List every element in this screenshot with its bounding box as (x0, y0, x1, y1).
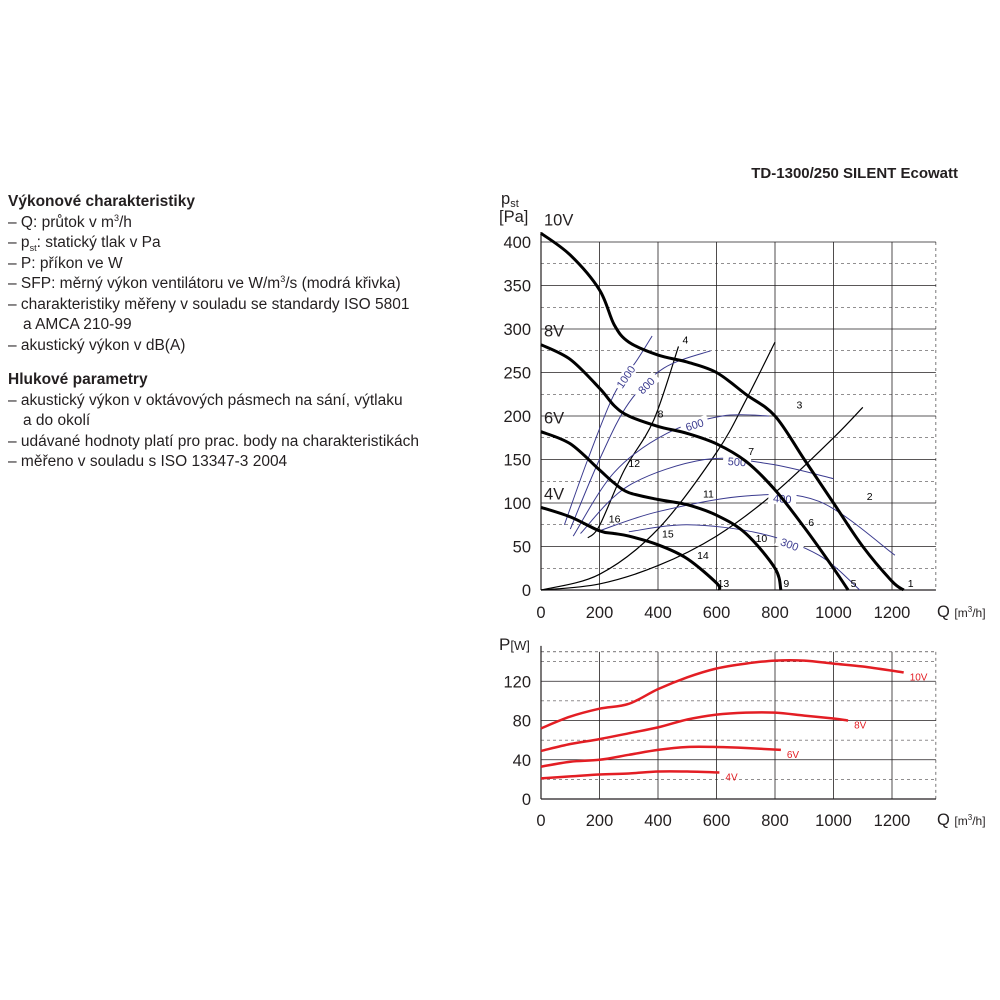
standards-line: – charakteristiky měřeny v souladu se st… (8, 295, 410, 313)
sfp-curve-label: 600 (684, 417, 705, 434)
sfp-curve (569, 350, 711, 530)
power-curve-label: 8V (854, 721, 867, 732)
y-tick-label: 200 (503, 408, 531, 426)
x-tick-label: 400 (644, 812, 672, 830)
fan-curve-10v (540, 232, 905, 592)
x-tick-label: 1200 (874, 812, 911, 830)
x-tick-label: 0 (536, 604, 545, 622)
chart-title: TD-1300/250 SILENT Ecowatt (751, 165, 958, 182)
sfp-label-bg (632, 371, 661, 400)
fan-curve-label: 4V (544, 485, 564, 503)
operating-point-label: 8 (658, 408, 664, 420)
operating-point-label: 4 (682, 334, 688, 346)
power-curve-label: 10V (910, 672, 928, 683)
fan-curve-label: 6V (544, 410, 564, 428)
y-tick-label: 0 (522, 791, 531, 809)
operating-point-label: 1 (908, 578, 914, 590)
fan-curve-label: 8V (544, 323, 564, 341)
x-tick-label: 400 (644, 604, 672, 622)
y-tick-label: 150 (503, 452, 531, 470)
operating-point-label: 11 (703, 488, 714, 500)
noise-line-1: – akustický výkon v oktávových pásmech n… (8, 391, 403, 409)
system-curve (540, 406, 864, 591)
y-tick-label: 100 (503, 495, 531, 513)
power-curve-10v (540, 659, 904, 730)
sfp-label-bg (774, 533, 805, 555)
standards-line-cont: a AMCA 210-99 (23, 316, 132, 333)
noise-line-2: – udávané hodnoty platí pro prac. body n… (8, 432, 420, 450)
x-tick-label: 0 (536, 812, 545, 830)
operating-point-label: 6 (808, 517, 814, 529)
operating-point-label: 10 (756, 533, 768, 545)
sfp-label-bg (612, 361, 639, 392)
x-axis-label: Q [m3/h] (937, 603, 986, 621)
x-tick-label: 1000 (815, 812, 852, 830)
operating-point-label: 13 (718, 578, 730, 590)
y-tick-label: 250 (503, 365, 531, 383)
noise-line-1-cont: a do okolí (23, 412, 91, 429)
operating-point-label: 14 (697, 550, 709, 562)
sfp-curve (599, 493, 896, 556)
sfp-definition: – SFP: měrný výkon ventilátoru ve W/m3/s… (8, 273, 401, 292)
sfp-label-bg (679, 414, 710, 435)
noise-heading: Hlukové parametry (8, 371, 148, 388)
operating-point-label: 9 (783, 578, 789, 590)
sfp-curve (580, 457, 834, 534)
x-axis-label: Q [m3/h] (937, 811, 986, 829)
power-curve-4v (540, 770, 720, 780)
x-tick-label: 800 (761, 812, 789, 830)
operating-point-label: 5 (851, 578, 857, 590)
operating-point-label: 7 (748, 446, 754, 458)
y-tick-label: 50 (513, 539, 531, 557)
y-tick-label: 400 (503, 234, 531, 252)
operating-point-label: 2 (867, 491, 873, 503)
description-panel: Výkonové charakteristiky – Q: průtok v m… (8, 192, 478, 473)
power-curve-label: 6V (787, 750, 800, 761)
power-curve-label: 4V (725, 773, 738, 784)
system-curve (540, 341, 776, 591)
fan-curve-4v (540, 505, 722, 591)
sfp-curve-label: 300 (779, 536, 800, 554)
system-curve (587, 346, 680, 539)
x-tick-label: 1200 (874, 604, 911, 622)
performance-heading: Výkonové charakteristiky (8, 193, 195, 210)
sfp-curve (563, 335, 653, 525)
pressure-chart: 0 50 100 150 200 250 300 350 400 0 200 400 600 800 100… (499, 190, 986, 622)
x-tick-label: 200 (586, 604, 614, 622)
acoustic-definition: – akustický výkon v dB(A) (8, 336, 186, 354)
sfp-curve (572, 414, 770, 537)
noise-line-3: – měřeno v souladu s ISO 13347-3 2004 (8, 453, 288, 470)
power-curve-8v (540, 711, 849, 753)
y-axis-label: pst (501, 190, 519, 210)
fan-curve-label: 10V (544, 211, 573, 229)
x-tick-label: 1000 (815, 604, 852, 622)
y-tick-label: 40 (513, 752, 531, 770)
flow-definition: – Q: průtok v m3/h (8, 212, 132, 231)
fan-curve-8v (540, 343, 850, 591)
y-tick-label: 0 (522, 582, 531, 600)
fan-curve-6v (540, 430, 783, 591)
x-tick-label: 600 (703, 604, 731, 622)
y-axis-label: P[W] (499, 635, 530, 654)
power-curve-6v (540, 745, 781, 768)
y-tick-label: 120 (503, 673, 531, 691)
operating-point-label: 15 (662, 528, 674, 540)
x-tick-label: 600 (703, 812, 731, 830)
y-tick-label: 80 (513, 713, 531, 731)
operating-point-label: 12 (628, 458, 640, 470)
y-tick-label: 300 (503, 321, 531, 339)
x-tick-label: 800 (761, 604, 789, 622)
pressure-definition: – pst: statický tlak v Pa (8, 234, 161, 254)
power-definition: – P: příkon ve W (8, 254, 123, 272)
operating-point-label: 16 (609, 514, 621, 526)
y-tick-label: 350 (503, 278, 531, 296)
operating-point-label: 3 (797, 400, 803, 412)
x-tick-label: 200 (586, 812, 614, 830)
y-axis-unit: [Pa] (499, 208, 528, 226)
